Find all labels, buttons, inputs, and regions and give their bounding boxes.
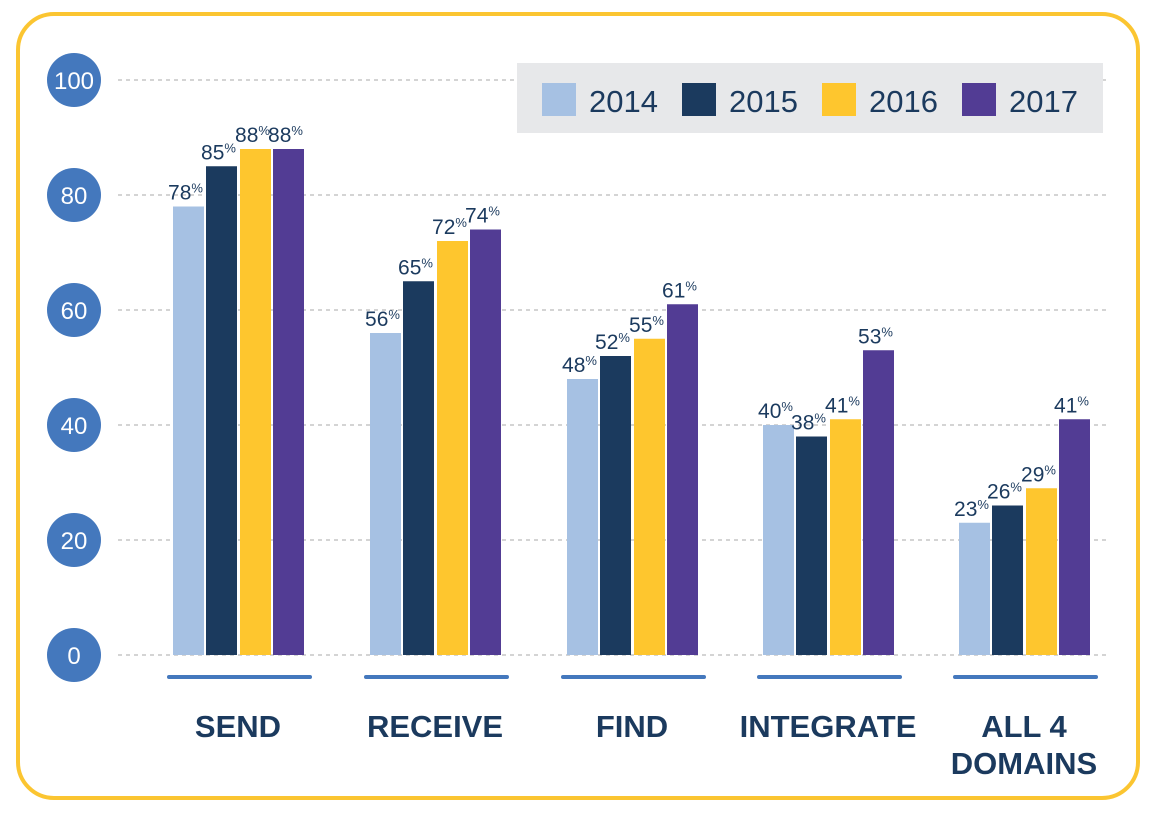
data-label: 61% [662, 278, 697, 302]
percent-sign: % [585, 353, 597, 368]
legend-swatch [822, 83, 856, 116]
y-tick-label: 0 [67, 643, 80, 670]
bar [959, 522, 990, 655]
data-label: 53% [858, 324, 893, 348]
chart-frame [16, 12, 1140, 800]
percent-sign: % [781, 399, 793, 414]
bar [863, 350, 894, 655]
legend-swatch [682, 83, 716, 116]
bar [667, 304, 698, 655]
percent-sign: % [848, 393, 860, 408]
bar [437, 241, 468, 655]
legend-label: 2016 [869, 84, 938, 119]
bar [403, 281, 434, 655]
data-label: 23% [954, 497, 989, 521]
category-label: FIND [596, 709, 668, 744]
bar [830, 419, 861, 655]
percent-sign: % [652, 313, 664, 328]
bar [206, 166, 237, 655]
percent-sign: % [191, 181, 203, 196]
percent-sign: % [291, 123, 303, 138]
data-label: 26% [987, 480, 1022, 504]
percent-sign: % [685, 278, 697, 293]
percent-sign: % [977, 497, 989, 512]
category-label: ALL 4 [981, 709, 1067, 744]
data-label: 38% [791, 411, 826, 435]
y-tick-label: 100 [54, 68, 94, 95]
bar [1059, 419, 1090, 655]
data-label: 85% [201, 140, 236, 164]
bar [763, 425, 794, 655]
percent-sign: % [1044, 462, 1056, 477]
data-label: 55% [629, 313, 664, 337]
y-tick-circle [47, 168, 101, 222]
y-tick-circle [47, 513, 101, 567]
data-label: 52% [595, 330, 630, 354]
percent-sign: % [1077, 393, 1089, 408]
data-label: 72% [432, 215, 467, 239]
y-tick-circle [47, 628, 101, 682]
data-label: 56% [365, 307, 400, 331]
bar [273, 149, 304, 655]
percent-sign: % [618, 330, 630, 345]
bar [173, 206, 204, 655]
legend-box [517, 63, 1103, 133]
data-label: 41% [1054, 393, 1089, 417]
percent-sign: % [258, 123, 270, 138]
bar [240, 149, 271, 655]
data-label: 78% [168, 181, 203, 205]
bar [567, 379, 598, 655]
percent-sign: % [1010, 480, 1022, 495]
y-tick-circle [47, 283, 101, 337]
category-label: INTEGRATE [740, 709, 917, 744]
percent-sign: % [388, 307, 400, 322]
y-tick-circle [47, 53, 101, 107]
percent-sign: % [488, 204, 500, 219]
y-tick-circle [47, 398, 101, 452]
category-label: RECEIVE [367, 709, 503, 744]
percent-sign: % [455, 215, 467, 230]
bar [600, 356, 631, 655]
data-label: 88% [235, 123, 270, 147]
bar [796, 436, 827, 655]
bar [470, 229, 501, 655]
data-label: 40% [758, 399, 793, 423]
percent-sign: % [224, 140, 236, 155]
data-label: 41% [825, 393, 860, 417]
legend-label: 2015 [729, 84, 798, 119]
y-tick-label: 40 [61, 413, 88, 440]
data-label: 88% [268, 123, 303, 147]
data-label: 74% [465, 204, 500, 228]
percent-sign: % [421, 255, 433, 270]
y-tick-label: 20 [61, 528, 88, 555]
category-label: DOMAINS [951, 746, 1097, 781]
bar [1026, 488, 1057, 655]
percent-sign: % [814, 411, 826, 426]
bar [370, 333, 401, 655]
data-label: 29% [1021, 462, 1056, 486]
bar [992, 505, 1023, 655]
y-tick-label: 80 [61, 183, 88, 210]
data-label: 48% [562, 353, 597, 377]
legend-swatch [542, 83, 576, 116]
legend-label: 2017 [1009, 84, 1078, 119]
data-label: 65% [398, 255, 433, 279]
percent-sign: % [881, 324, 893, 339]
y-tick-label: 60 [61, 298, 88, 325]
legend-swatch [962, 83, 996, 116]
category-label: SEND [195, 709, 281, 744]
bar [634, 338, 665, 655]
legend-label: 2014 [589, 84, 658, 119]
